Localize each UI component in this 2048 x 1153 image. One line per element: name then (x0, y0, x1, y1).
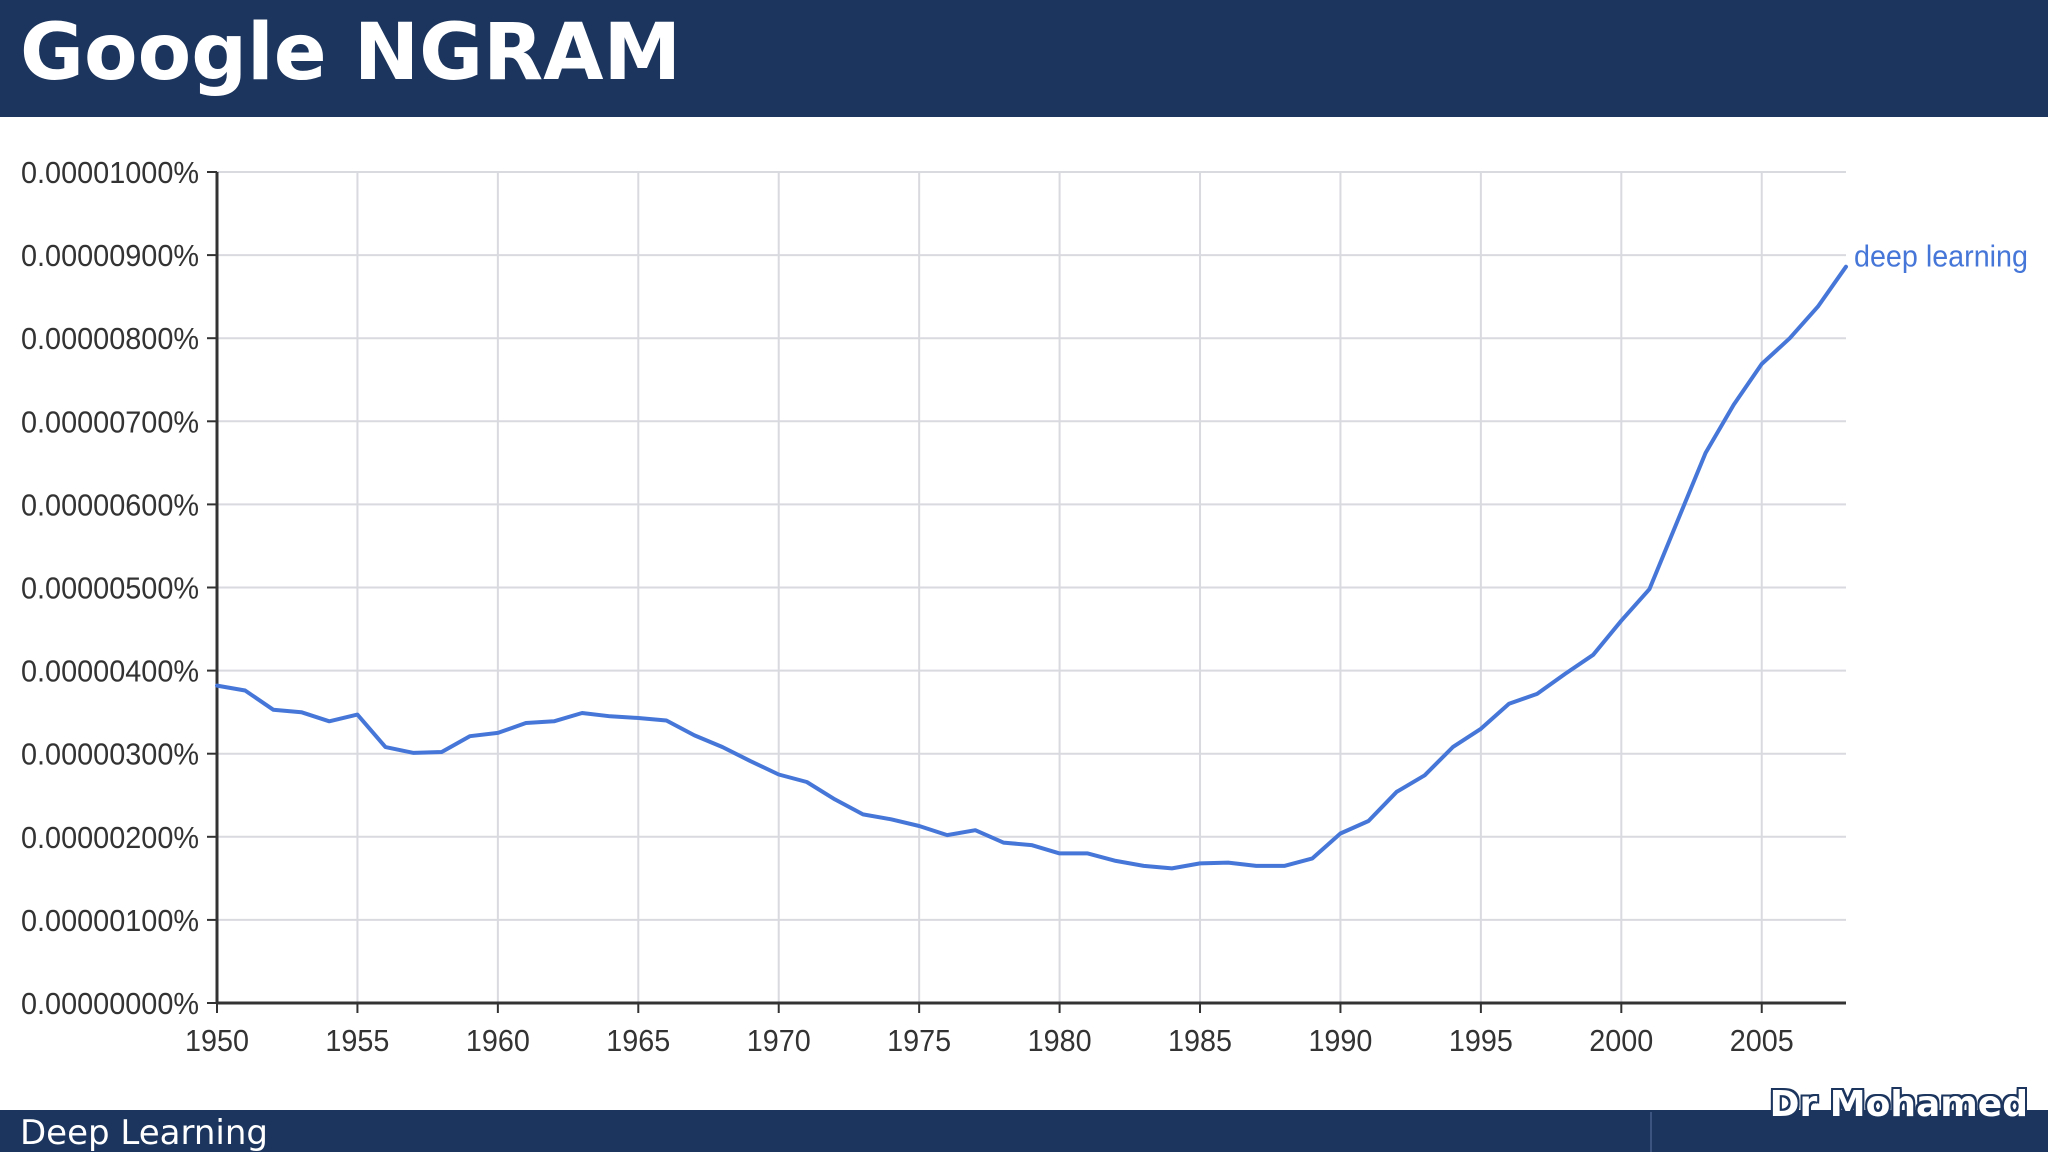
x-tick-label: 1960 (466, 1023, 530, 1058)
ngram-chart: 0.00000000% 0.00000100% 0.00000200% 0.00000… (0, 117, 2048, 1110)
series-layer: deep learning (215, 239, 2028, 871)
x-tick-label: 2000 (1589, 1023, 1653, 1058)
y-tick-label: 0.00000900% (21, 238, 199, 273)
x-tick-label: 2005 (1730, 1023, 1794, 1058)
y-axis-tick-labels: 0.00000000% 0.00000100% 0.00000200% 0.00000… (21, 155, 199, 1021)
x-tick-label: 1985 (1168, 1023, 1232, 1058)
x-tick-label: 1990 (1308, 1023, 1372, 1058)
x-axis-tick-labels: 1950 1955 1960 1965 1970 1975 1980 1985 1990 1995… (185, 1023, 1794, 1058)
slide-title: Google NGRAM (20, 8, 682, 98)
title-bar (0, 0, 2048, 117)
y-tick-label: 0.00000100% (21, 903, 199, 938)
footer-divider (1650, 1112, 1652, 1152)
footer-text: Deep Learning (20, 1113, 269, 1153)
grid-lines (217, 171, 1846, 1003)
watermark: Dr Mohamed (1769, 1084, 2028, 1125)
x-tick-label: 1950 (185, 1023, 249, 1058)
x-tick-label: 1995 (1449, 1023, 1513, 1058)
x-tick-label: 1970 (747, 1023, 811, 1058)
y-tick-label: 0.00000400% (21, 654, 199, 689)
axes (207, 171, 1846, 1013)
x-tick-label: 1975 (887, 1023, 951, 1058)
y-tick-label: 0.00000200% (21, 820, 199, 855)
x-tick-label: 1955 (325, 1023, 389, 1058)
y-tick-label: 0.00000500% (21, 571, 199, 606)
y-tick-label: 0.00000700% (21, 404, 199, 439)
y-tick-label: 0.00001000% (21, 155, 199, 190)
y-tick-label: 0.00000300% (21, 737, 199, 772)
x-tick-label: 1980 (1028, 1023, 1092, 1058)
x-tick-label: 1965 (606, 1023, 670, 1058)
y-tick-label: 0.00000600% (21, 487, 199, 522)
y-tick-label: 0.00000800% (21, 321, 199, 356)
chart-svg: 0.00000000% 0.00000100% 0.00000200% 0.00000… (21, 155, 2028, 1058)
series-line-deep-learning (215, 264, 1848, 871)
y-tick-label: 0.00000000% (21, 986, 199, 1021)
footer-bar (0, 1110, 2048, 1152)
series-label: deep learning (1854, 239, 2028, 274)
